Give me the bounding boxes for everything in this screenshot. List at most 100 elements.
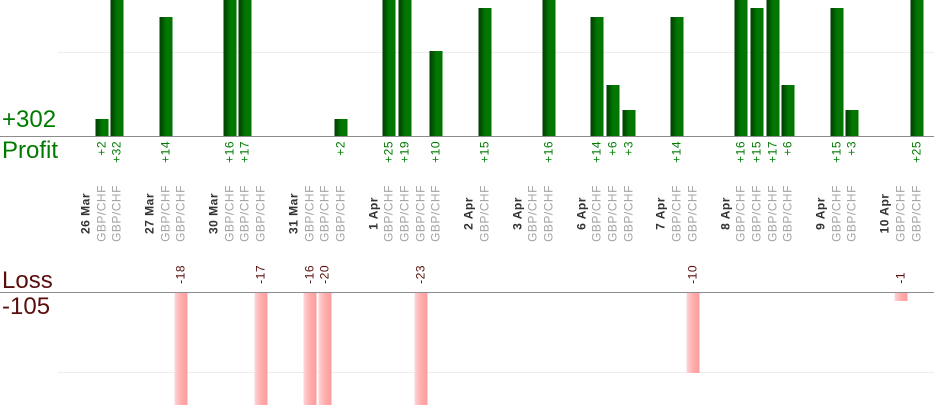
profit-value-label: +10 (429, 141, 443, 168)
symbol-label-text: GBP/CHF (780, 185, 795, 242)
loss-gridline (58, 372, 934, 373)
symbol-label-text: GBP/CHF (589, 185, 604, 242)
date-column: 3 Apr (510, 0, 526, 420)
trade-column: GBP/CHF +15 (749, 0, 765, 420)
symbol-label: GBP/CHF (158, 185, 173, 247)
date-label: 27 Mar (142, 192, 157, 239)
profit-bar (110, 0, 124, 136)
symbol-label-text: GBP/CHF (605, 185, 620, 242)
date-column: 30 Mar (206, 0, 222, 420)
profit-value-label-text: +17 (765, 141, 780, 163)
symbol-label: GBP/CHF (382, 185, 396, 247)
profit-value-label: +2 (333, 141, 347, 161)
profit-value-label: +14 (158, 141, 172, 168)
profit-bar (766, 0, 780, 136)
loss-value-label: -23 (413, 265, 427, 289)
profit-value-label-text: +15 (829, 141, 844, 163)
profit-bar (223, 0, 237, 136)
date-label-text: 3 Apr (509, 197, 524, 230)
profit-bar (542, 0, 556, 136)
profit-value-label-text: +3 (844, 141, 859, 156)
loss-value-label-text: -16 (301, 265, 316, 284)
symbol-label: GBP/CHF (909, 185, 923, 247)
trade-column: GBP/CHF -17 (253, 0, 269, 420)
trade-column: GBP/CHF +14 (158, 0, 174, 420)
profit-bar (382, 0, 396, 136)
profit-axis-line (0, 136, 934, 137)
symbol-label-text: GBP/CHF (237, 185, 252, 242)
profit-value-label: +3 (621, 141, 635, 161)
profit-value-label: +14 (589, 141, 604, 168)
date-column: 9 Apr (813, 0, 829, 420)
trade-column: GBP/CHF -10 (685, 0, 701, 420)
trade-column: GBP/CHF +16 (541, 0, 557, 420)
profit-bar (845, 110, 859, 136)
symbol-label-text: GBP/CHF (397, 185, 412, 242)
symbol-label: GBP/CHF (237, 185, 252, 247)
symbol-label: GBP/CHF (541, 185, 555, 247)
trade-column: GBP/CHF +17 (765, 0, 781, 420)
trade-column: GBP/CHF +14 (590, 0, 606, 420)
symbol-label-text: GBP/CHF (669, 185, 684, 242)
symbol-label-text: GBP/CHF (109, 185, 124, 242)
profit-value-label-text: +17 (237, 141, 252, 163)
date-column: 2 Apr (461, 0, 477, 420)
profit-value-label-text: +14 (669, 141, 684, 163)
symbol-label: GBP/CHF (685, 185, 699, 247)
loss-value-label: -10 (685, 265, 699, 289)
date-label: 6 Apr (574, 197, 589, 235)
loss-value-label: -20 (318, 265, 332, 289)
symbol-label: GBP/CHF (589, 185, 604, 247)
loss-bar (414, 293, 428, 405)
symbol-label: GBP/CHF (222, 185, 236, 247)
trade-column: GBP/CHF -16 (302, 0, 318, 420)
symbol-label-text: GBP/CHF (301, 185, 316, 242)
symbol-label-text: GBP/CHF (749, 185, 764, 242)
symbol-label: GBP/CHF (605, 185, 620, 247)
profit-bar (334, 119, 348, 136)
profit-value-label-text: +14 (589, 141, 604, 163)
profit-value-label: +16 (734, 141, 748, 168)
loss-value-label-text: -17 (253, 265, 268, 284)
profit-value-label: +14 (669, 141, 684, 168)
profit-axis-title: Profit (2, 137, 59, 164)
symbol-label-text: GBP/CHF (158, 185, 173, 242)
profit-bar (478, 8, 492, 136)
profit-value-label-text: +16 (541, 141, 556, 163)
symbol-label-text: GBP/CHF (844, 185, 859, 242)
loss-value-label: -16 (301, 265, 316, 289)
symbol-label: GBP/CHF (844, 185, 859, 247)
trade-column: GBP/CHF +3 (621, 0, 637, 420)
profit-bar (781, 85, 795, 136)
symbol-label: GBP/CHF (477, 185, 491, 247)
loss-bar (318, 293, 332, 405)
profit-value-label-text: +6 (780, 141, 795, 156)
profit-value-label-text: +15 (749, 141, 764, 163)
loss-bar (303, 293, 317, 405)
profit-bar (750, 8, 764, 136)
symbol-label: GBP/CHF (893, 185, 908, 247)
date-column: 31 Mar (286, 0, 302, 420)
date-label-text: 27 Mar (142, 192, 157, 235)
trade-column: GBP/CHF +25 (909, 0, 925, 420)
trade-column: GBP/CHF +6 (781, 0, 797, 420)
date-label-text: 8 Apr (717, 197, 732, 230)
date-label: 26 Mar (78, 193, 92, 239)
symbol-label: GBP/CHF (94, 185, 108, 247)
date-column: 10 Apr (877, 0, 893, 420)
profit-gridline (58, 52, 934, 53)
profit-total-label: +302 (2, 106, 57, 133)
profit-value-label: +6 (780, 141, 795, 161)
symbol-label-text: GBP/CHF (893, 185, 908, 242)
date-label: 8 Apr (717, 197, 732, 235)
profit-value-label: +19 (397, 141, 411, 168)
profit-bar (159, 17, 173, 136)
date-label-text: 10 Apr (877, 193, 892, 234)
trade-column: GBP/CHF +2 (333, 0, 349, 420)
date-column: 1 Apr (366, 0, 382, 420)
trade-column: GBP/CHF +2 (94, 0, 110, 420)
date-label-text: 6 Apr (574, 197, 589, 230)
profit-value-label: +17 (237, 141, 252, 168)
symbol-label: GBP/CHF (765, 185, 779, 247)
